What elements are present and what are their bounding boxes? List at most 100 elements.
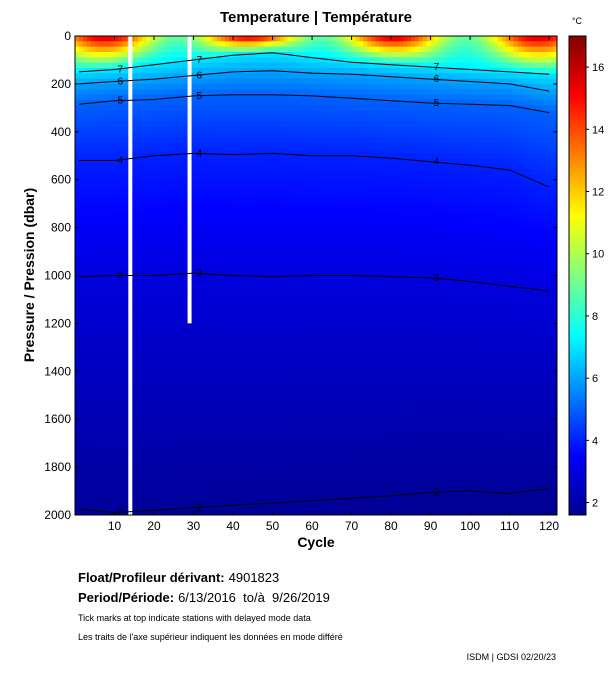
heatmap-cell — [169, 387, 175, 394]
heatmap-cell — [181, 174, 187, 181]
heatmap-cell — [233, 264, 238, 271]
heatmap-cell — [110, 270, 116, 277]
heatmap-cell — [189, 131, 195, 138]
heatmap-cell — [189, 413, 195, 420]
heatmap-cell — [150, 445, 155, 452]
heatmap-cell — [94, 121, 100, 128]
heatmap-cell — [157, 445, 163, 452]
heatmap-cell — [221, 137, 226, 144]
heatmap-cell — [236, 467, 242, 474]
heatmap-cell — [94, 62, 100, 69]
heatmap-cell — [102, 344, 108, 351]
heatmap-cell — [90, 371, 96, 378]
heatmap-cell — [201, 195, 206, 202]
heatmap-cell — [142, 381, 147, 388]
heatmap-cell — [205, 238, 210, 245]
heatmap-cell — [118, 73, 124, 80]
heatmap-cell — [181, 227, 187, 234]
heatmap-cell — [260, 46, 266, 53]
heatmap-cell — [248, 286, 254, 293]
heatmap-cell — [264, 211, 270, 218]
heatmap-cell — [229, 200, 234, 207]
heatmap-cell — [205, 105, 210, 112]
heatmap-cell — [75, 147, 80, 154]
heatmap-cell — [201, 67, 206, 74]
heatmap-cell — [268, 440, 274, 447]
heatmap-cell — [240, 169, 246, 175]
heatmap-cell — [122, 185, 127, 191]
heatmap-cell — [157, 131, 163, 138]
heatmap-cell — [181, 248, 187, 255]
heatmap-cell — [165, 200, 171, 207]
heatmap-cell — [280, 403, 285, 410]
heatmap-cell — [185, 360, 191, 367]
heatmap-cell — [236, 461, 242, 468]
heatmap-cell — [169, 248, 175, 255]
heatmap-cell — [169, 105, 175, 112]
heatmap-cell — [280, 344, 285, 351]
heatmap-cell — [252, 392, 258, 399]
heatmap-cell — [118, 302, 124, 309]
heatmap-cell — [94, 206, 100, 213]
heatmap-cell — [233, 275, 238, 282]
heatmap-cell — [146, 110, 151, 117]
heatmap-cell — [280, 296, 285, 303]
heatmap-cell — [201, 99, 206, 106]
heatmap-cell — [86, 307, 92, 314]
heatmap-cell — [244, 323, 250, 330]
heatmap-cell — [201, 174, 206, 181]
heatmap-cell — [236, 318, 242, 324]
heatmap-cell — [201, 392, 206, 399]
heatmap-cell — [205, 62, 210, 69]
heatmap-cell — [240, 57, 246, 64]
heatmap-cell — [244, 275, 250, 282]
heatmap-cell — [75, 376, 80, 383]
heatmap-cell — [260, 126, 266, 133]
heatmap-cell — [248, 105, 254, 112]
heatmap-cell — [213, 328, 218, 335]
heatmap-cell — [177, 504, 183, 511]
heatmap-cell — [268, 350, 274, 356]
heatmap-cell — [205, 67, 210, 74]
heatmap-cell — [138, 94, 143, 101]
heatmap-cell — [90, 334, 96, 340]
heatmap-cell — [292, 227, 297, 234]
heatmap-cell — [213, 190, 218, 197]
heatmap-cell — [197, 360, 203, 367]
heatmap-cell — [118, 153, 124, 160]
heatmap-cell — [213, 302, 218, 309]
heatmap-cell — [252, 275, 258, 282]
heatmap-cell — [292, 259, 297, 266]
heatmap-cell — [256, 472, 262, 479]
heatmap-cell — [122, 387, 127, 394]
heatmap-cell — [177, 121, 183, 128]
heatmap-cell — [260, 238, 266, 245]
heatmap-cell — [229, 509, 234, 515]
heatmap-cell — [154, 179, 159, 186]
heatmap-cell — [161, 350, 167, 356]
heatmap-cell — [213, 408, 218, 415]
heatmap-cell — [260, 456, 266, 463]
heatmap-cell — [213, 115, 218, 122]
heatmap-cell — [138, 472, 143, 479]
heatmap-cell — [98, 41, 104, 48]
heatmap-cell — [150, 403, 155, 410]
heatmap-cell — [165, 504, 171, 511]
heatmap-cell — [110, 179, 116, 186]
heatmap-cell — [130, 190, 135, 197]
heatmap-cell — [284, 483, 289, 489]
heatmap-cell — [189, 243, 195, 250]
heatmap-cell — [94, 397, 100, 404]
heatmap-cell — [272, 78, 278, 85]
heatmap-cell — [169, 477, 175, 484]
heatmap-cell — [138, 126, 143, 133]
heatmap-cell — [213, 248, 218, 255]
heatmap-cell — [244, 232, 250, 239]
heatmap-cell — [98, 200, 104, 207]
heatmap-cell — [146, 41, 151, 48]
heatmap-cell — [205, 435, 210, 442]
heatmap-cell — [201, 467, 206, 474]
heatmap-cell — [94, 232, 100, 239]
heatmap-cell — [244, 291, 250, 298]
heatmap-cell — [217, 270, 222, 277]
